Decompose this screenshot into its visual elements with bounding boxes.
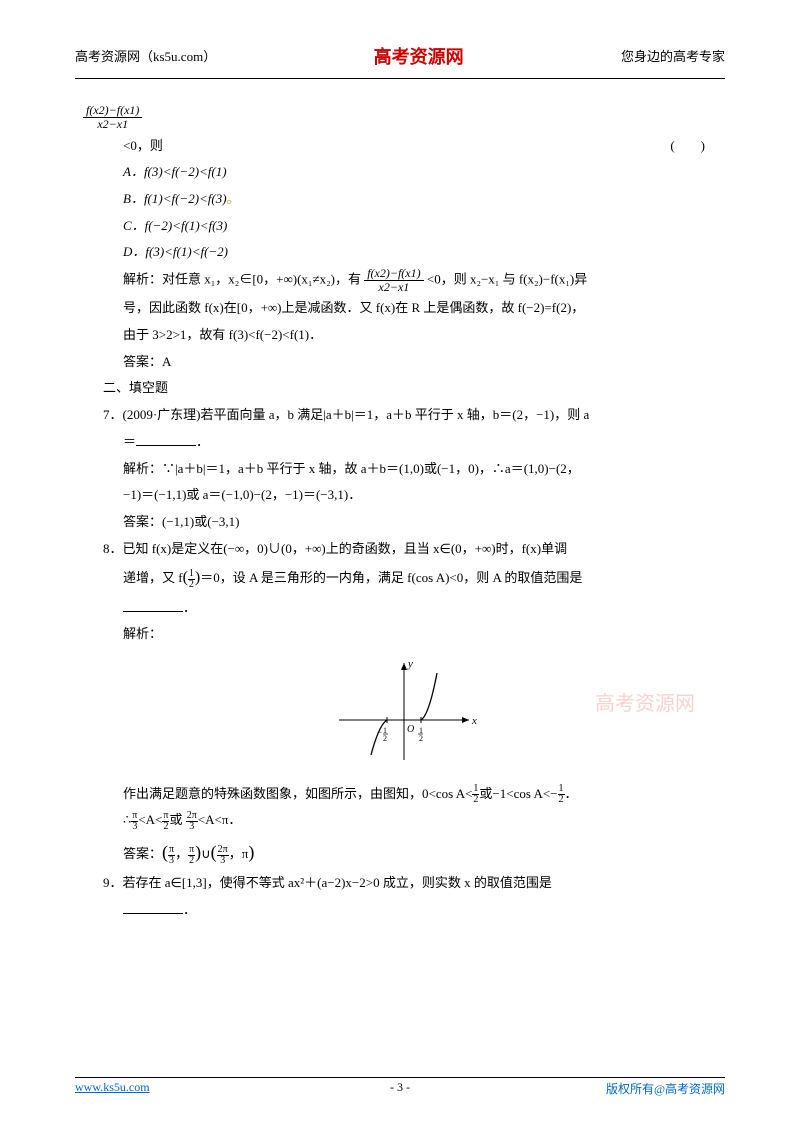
header-divider	[75, 78, 725, 79]
section-2-header: 二、填空题	[103, 376, 725, 401]
blank-field	[123, 598, 183, 612]
blank-field	[123, 900, 183, 914]
q7-analysis-2: −1)＝(−1,1)或 a＝(−1,0)−(2，−1)＝(−3,1)．	[123, 483, 725, 508]
svg-text:2: 2	[383, 734, 387, 743]
svg-text:2: 2	[419, 734, 423, 743]
page-container: 高考资源网（ks5u.com） 高考资源网 您身边的高考专家 f(x2)−f(x…	[0, 0, 800, 985]
document-body: f(x2)−f(x1) x2−x1 <0，则 ( ) A．f(3)<f(−2)<…	[75, 104, 725, 922]
q8-answer: 答案：(π3，π2)∪(2π3，π)	[123, 835, 725, 869]
top-fraction: f(x2)−f(x1) x2−x1	[83, 104, 725, 131]
function-graph: x y O − 1 2 1 2 高考资源网	[83, 655, 725, 774]
page-footer: www.ks5u.com - 3 - 版权所有@高考资源网	[75, 1077, 725, 1097]
q8-under-1: 作出满足题意的特殊函数图象，如图所示，由图知，0<cos A<12或−1<cos…	[123, 782, 725, 807]
q8-analysis-label: 解析：	[123, 622, 725, 647]
blank-field	[136, 432, 196, 446]
header-title: 高考资源网	[374, 40, 464, 74]
watermark-text: 高考资源网	[595, 685, 695, 723]
svg-text:−: −	[377, 727, 382, 737]
inline-fraction: f(x2)−f(x1) x2−x1	[364, 267, 423, 294]
option-d: D．f(3)<f(1)<f(−2)	[123, 240, 725, 265]
condition-line: <0，则 ( )	[123, 134, 725, 159]
svg-text:x: x	[471, 715, 477, 727]
footer-url[interactable]: www.ks5u.com	[75, 1080, 150, 1097]
q8-line2: 递增，又 f(12)＝0，设 A 是三角形的一内角，满足 f(cos A)<0，…	[123, 563, 725, 593]
q9-text: 9．若存在 a∈[1,3]，使得不等式 ax²＋(a−2)x−2>0 成立，则实…	[103, 871, 725, 896]
svg-text:y: y	[407, 658, 413, 670]
page-number: - 3 -	[390, 1080, 410, 1095]
q8-under-2: ∴π3<A<π2或 2π3<A<π．	[123, 808, 725, 833]
page-header: 高考资源网（ks5u.com） 高考资源网 您身边的高考专家	[75, 40, 725, 74]
q8-line1: 8．已知 f(x)是定义在(−∞，0)∪(0，+∞)上的奇函数，且当 x∈(0，…	[103, 537, 725, 562]
analysis-6: 解析：对任意 x₁，x₂∈[0，+∞)(x₁≠x₂)，有 f(x2)−f(x1)…	[123, 267, 725, 294]
answer-6: 答案：A	[123, 350, 725, 375]
q7-answer: 答案：(−1,1)或(−3,1)	[123, 510, 725, 535]
analysis-6b: 号，因此函数 f(x)在[0，+∞)上是减函数．又 f(x)在 R 上是偶函数，…	[123, 296, 725, 321]
copyright: 版权所有@高考资源网	[606, 1080, 725, 1097]
header-left: 高考资源网（ks5u.com）	[75, 45, 216, 70]
svg-text:O: O	[407, 724, 414, 735]
analysis-6c: 由于 3>2>1，故有 f(3)<f(−2)<f(1)．	[123, 323, 725, 348]
fraction: f(x2)−f(x1) x2−x1	[83, 104, 142, 131]
q7-analysis-1: 解析：∵|a＋b|＝1，a＋b 平行于 x 轴，故 a＋b＝(1,0)或(−1，…	[123, 457, 725, 482]
option-a: A．f(3)<f(−2)<f(1)	[123, 160, 725, 185]
q9-blank: ．	[123, 898, 725, 923]
q7-line2: ＝．	[123, 430, 725, 455]
q8-blank: ．	[123, 596, 725, 621]
option-b: B．f(1)<f(−2)<f(3)。	[123, 187, 725, 212]
q7-line1: 7．(2009·广东理)若平面向量 a，b 满足|a＋b|＝1，a＋b 平行于 …	[103, 403, 725, 428]
option-c: C．f(−2)<f(1)<f(3)	[123, 214, 725, 239]
blank-paren: ( )	[670, 134, 705, 159]
half-fraction: 12	[188, 569, 195, 590]
graph-svg: x y O − 1 2 1 2	[329, 655, 479, 765]
header-right: 您身边的高考专家	[621, 45, 725, 70]
